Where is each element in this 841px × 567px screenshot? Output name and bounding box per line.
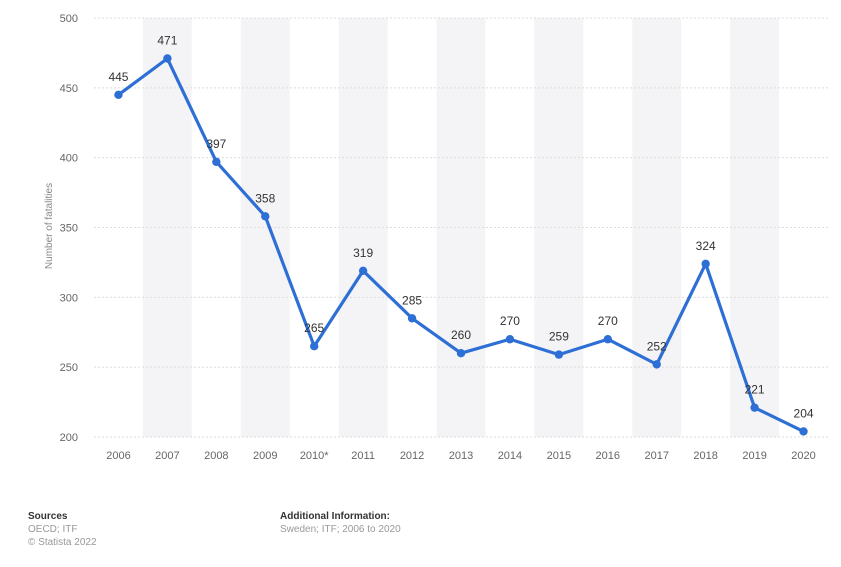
additional-info-title: Additional Information: — [280, 511, 390, 522]
x-tick-label: 2012 — [400, 450, 424, 462]
x-tick-label: 2013 — [449, 450, 473, 462]
additional-info-block: Additional Information: Sweden; ITF; 200… — [280, 510, 401, 536]
data-point[interactable] — [212, 157, 221, 167]
data-label: 285 — [402, 293, 422, 307]
x-tick-label: 2017 — [644, 450, 668, 462]
data-label: 471 — [157, 34, 177, 48]
data-label: 252 — [647, 339, 667, 353]
data-point[interactable] — [261, 212, 270, 221]
x-tick-label: 2015 — [547, 450, 571, 462]
y-tick-label: 450 — [60, 83, 78, 95]
sources-text: OECD; ITF — [28, 524, 78, 535]
data-label: 259 — [549, 330, 569, 344]
data-point[interactable] — [407, 314, 417, 323]
column-band — [436, 18, 486, 437]
data-label: 319 — [353, 246, 373, 260]
column-band — [240, 18, 290, 437]
x-tick-label: 2007 — [155, 450, 179, 462]
data-label: 445 — [108, 70, 128, 84]
data-point[interactable] — [505, 335, 515, 344]
y-tick-label: 400 — [60, 153, 78, 165]
data-point[interactable] — [554, 350, 564, 359]
data-point[interactable] — [163, 54, 172, 63]
data-point[interactable] — [799, 427, 808, 436]
data-label: 270 — [500, 314, 520, 328]
data-point[interactable] — [750, 403, 759, 412]
data-point[interactable] — [456, 349, 466, 358]
x-tick-label: 2014 — [498, 450, 522, 462]
data-label: 397 — [206, 137, 226, 151]
x-tick-label: 2020 — [791, 450, 815, 462]
x-tick-label: 2006 — [106, 450, 130, 462]
data-label: 221 — [745, 383, 765, 397]
x-tick-label: 2009 — [253, 450, 277, 462]
data-points — [114, 54, 808, 436]
data-labels: 445 471 397 358 265 319 285 260 270 259 270 252 324 2… — [108, 34, 813, 421]
data-label: 358 — [255, 191, 275, 205]
y-axis-label: Number of fatalities — [44, 183, 55, 269]
data-label: 324 — [696, 239, 716, 253]
data-label: 265 — [304, 321, 324, 335]
y-axis-ticks: 200 250 300 350 400 450 500 — [60, 13, 78, 444]
data-label: 270 — [598, 314, 618, 328]
data-point[interactable] — [358, 266, 368, 275]
additional-info-text: Sweden; ITF; 2006 to 2020 — [280, 524, 401, 535]
sources-block: Sources OECD; ITF © Statista 2022 — [28, 510, 97, 549]
data-point[interactable] — [114, 90, 123, 100]
copyright-text: © Statista 2022 — [28, 537, 97, 548]
y-tick-label: 200 — [60, 432, 78, 444]
y-tick-label: 500 — [60, 13, 78, 25]
sources-title: Sources — [28, 511, 68, 522]
data-label: 260 — [451, 328, 471, 342]
data-point[interactable] — [701, 259, 710, 269]
data-point[interactable] — [652, 360, 661, 369]
x-tick-label: 2010* — [300, 450, 329, 462]
y-tick-label: 300 — [60, 292, 78, 304]
x-tick-label: 2016 — [596, 450, 620, 462]
x-tick-label: 2018 — [693, 450, 717, 462]
x-tick-label: 2008 — [204, 450, 228, 462]
data-point[interactable] — [310, 342, 319, 351]
data-point[interactable] — [603, 335, 612, 344]
y-tick-label: 350 — [60, 223, 78, 235]
x-tick-label: 2011 — [351, 450, 375, 462]
line-chart: 200 250 300 350 400 450 500 Number of fataliti… — [44, 13, 828, 462]
x-tick-label: 2019 — [742, 450, 766, 462]
y-tick-label: 250 — [60, 362, 78, 374]
x-axis-ticks: 2006 2007 2008 2009 2010* 2011 2012 2013 2014 201… — [106, 450, 816, 462]
data-label: 204 — [794, 406, 814, 420]
